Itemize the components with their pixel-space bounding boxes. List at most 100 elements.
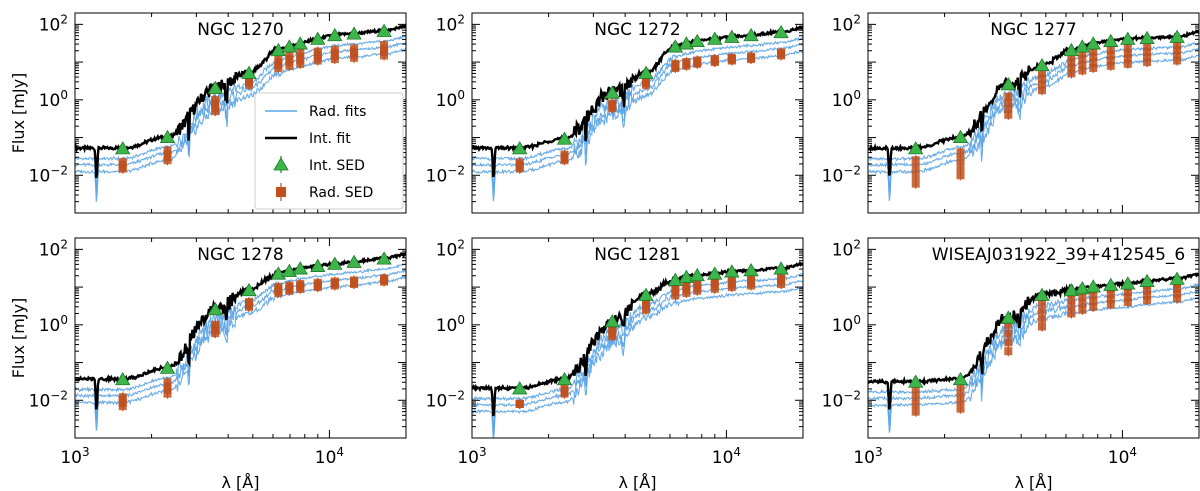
rad-sed-point: [1067, 309, 1076, 318]
y-tick-label: 100: [39, 88, 68, 111]
y-tick-label: 102: [39, 12, 68, 35]
rad-sed-point: [1038, 306, 1047, 315]
int-sed-point: [1139, 30, 1155, 44]
rad-sed-point: [956, 148, 965, 157]
int-sed-point: [707, 266, 723, 280]
rad-sed-point: [274, 283, 283, 292]
rad-sed-point: [1106, 300, 1115, 309]
rad-sed-point: [118, 393, 127, 402]
panel-frame: [867, 12, 1200, 214]
rad-sed-point: [1106, 56, 1115, 65]
rad-sed-point: [1078, 66, 1087, 75]
rad-sed-point: [1106, 61, 1115, 70]
int-sed-point: [667, 272, 684, 286]
y-tick-label-base: 10: [832, 316, 854, 336]
int-sed-point: [724, 29, 740, 43]
rad-sed-point: [747, 52, 756, 61]
y-tick-label-base: 10: [436, 316, 458, 336]
y-tick-label: 10−2: [822, 388, 861, 411]
rad-sed-point: [515, 399, 524, 408]
rad-sed-point: [1067, 69, 1076, 78]
legend-frame: [254, 92, 404, 210]
int-sed-point: [327, 27, 343, 42]
y-tick-label-base: 10: [39, 316, 61, 336]
rad-sed-point: [727, 53, 736, 62]
rad-sed-point: [1089, 297, 1098, 306]
rad-sed-point: [956, 163, 965, 172]
y-tick-label-exp: 2: [853, 237, 861, 251]
int-sed-point: [1074, 281, 1091, 295]
rad-sed-point: [1123, 44, 1132, 53]
rad-sed-point: [560, 150, 569, 159]
rad-sed-point: [1038, 80, 1047, 89]
int-sed-point: [952, 129, 969, 143]
rad-sed-point: [1078, 60, 1087, 69]
rad-sed-point: [1004, 338, 1013, 347]
y-tick-label-exp: −2: [50, 388, 68, 402]
rad-sed-point: [380, 41, 389, 50]
rad-sed-point: [911, 164, 920, 173]
int-sed-point: [346, 26, 362, 40]
x-tick-label: 104: [712, 445, 741, 468]
int-sed-point: [743, 263, 759, 277]
y-tick-label-exp: 2: [60, 12, 68, 26]
rad-sed-point: [1089, 291, 1098, 300]
x-tick-label-exp: 3: [82, 445, 90, 459]
rad-sed-point: [330, 277, 339, 286]
y-tick-label-base: 10: [426, 391, 448, 411]
int-sed-point: [1085, 36, 1101, 50]
rad-sed-point: [1123, 298, 1132, 307]
rad-sed-point: [1038, 314, 1047, 323]
y-tick-label-exp: 2: [60, 237, 68, 251]
x-tick-label-exp: 3: [479, 445, 487, 459]
int-sed-point: [310, 31, 326, 45]
int-sed-point: [115, 371, 131, 386]
rad-sed-point: [1123, 293, 1132, 302]
int-sed-point: [707, 31, 723, 45]
y-tick-label-base: 10: [39, 240, 61, 260]
rad-sed-point: [350, 44, 359, 53]
y-tick-label-exp: 2: [853, 12, 861, 26]
int-sed-point: [1000, 77, 1016, 91]
x-tick-label-base: 10: [1108, 448, 1130, 468]
y-tick-label: 102: [39, 237, 68, 260]
legend-label: Rad. fits: [309, 104, 366, 120]
y-axis-label: Flux [mJy]: [9, 73, 28, 154]
int-sed-point: [678, 36, 695, 50]
int-sed-point: [689, 33, 705, 47]
rad-sed-point: [350, 276, 359, 285]
y-tick-label-base: 10: [832, 91, 854, 111]
int-sed-point: [604, 314, 620, 328]
rad-sed-point: [163, 378, 172, 387]
ticks: [867, 12, 1200, 214]
int-sed-point: [667, 39, 684, 53]
y-tick-label: 102: [436, 237, 465, 260]
legend-swatch: [273, 157, 289, 171]
rad-sed-point: [1089, 47, 1098, 56]
rad-sed-point: [956, 171, 965, 180]
y-tick-label: 100: [436, 88, 465, 111]
y-tick-label: 102: [832, 12, 861, 35]
y-tick-label-exp: 0: [60, 88, 68, 102]
rad-sed-point: [682, 58, 691, 67]
rad-sed-point: [560, 384, 569, 393]
legend-label: Int. fit: [309, 131, 351, 147]
rad-sed-point: [1106, 45, 1115, 54]
rad-sed-point: [1004, 329, 1013, 338]
rad-sed-point: [313, 47, 322, 56]
rad-sed-point: [1173, 46, 1182, 55]
rad-sed-point: [1067, 295, 1076, 304]
int-sed-point: [1034, 287, 1050, 301]
int-sed-point: [159, 360, 176, 374]
rad-sed-point: [727, 275, 736, 284]
int-sed-point: [1139, 273, 1155, 287]
y-tick-label-exp: −2: [447, 163, 465, 177]
x-tick-label: 104: [1108, 445, 1137, 468]
panel-title: NGC 1272: [594, 20, 680, 40]
rad-fit-line: [472, 286, 803, 438]
panel-title: WISEAJ031922_39+412545_6: [932, 245, 1185, 265]
rad-sed-point: [911, 392, 920, 401]
